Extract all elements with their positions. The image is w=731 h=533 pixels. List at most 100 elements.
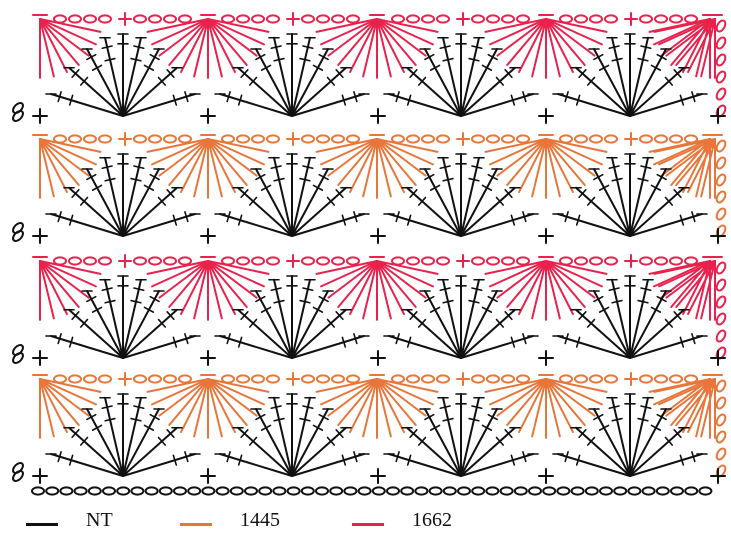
turning-chain: [715, 70, 727, 84]
chain-stitch: [436, 256, 450, 266]
treble-stitch: [460, 156, 480, 237]
treble-bar: [68, 94, 74, 106]
double-stitch: [670, 260, 711, 308]
chain-stitch: [639, 374, 653, 384]
treble-bar: [417, 196, 427, 206]
chain-stitch: [133, 374, 147, 384]
double-stitch: [327, 18, 378, 57]
chain-stitch: [301, 256, 315, 266]
foundation-chain: [258, 486, 273, 496]
treble-bar: [510, 214, 516, 226]
treble-bar: [302, 165, 314, 170]
treble-stitch: [575, 186, 631, 237]
chain-stitch: [346, 134, 360, 144]
treble-stitch: [122, 453, 196, 477]
treble-bar: [143, 64, 155, 71]
treble-stitch: [593, 290, 631, 359]
treble-bar: [184, 451, 189, 463]
double-stitch: [376, 378, 439, 393]
treble-bar: [240, 189, 249, 199]
treble-bar: [86, 295, 97, 303]
chain-stitch: [501, 14, 515, 24]
treble-bar: [510, 336, 516, 348]
treble-bar: [395, 91, 400, 103]
treble-bar: [510, 454, 516, 466]
chain-stitch: [98, 256, 112, 266]
treble-bar: [650, 424, 662, 431]
foundation-chain: [485, 486, 500, 496]
treble-bar: [86, 413, 97, 421]
double-stitch: [376, 138, 434, 166]
treble-bar: [417, 318, 427, 328]
chain-stitch: [559, 134, 573, 144]
treble-bar: [157, 318, 167, 328]
treble-stitch: [255, 290, 293, 359]
treble-stitch: [237, 66, 293, 117]
treble-bar: [130, 177, 142, 182]
foundation-chain: [414, 486, 429, 496]
double-stitch: [39, 138, 68, 194]
treble-bar: [409, 189, 418, 199]
treble-bar: [318, 295, 329, 303]
double-stitch: [39, 138, 80, 186]
treble-stitch: [68, 66, 124, 117]
chain-stitch: [251, 134, 265, 144]
double-stitch: [180, 138, 209, 194]
chain-stitch: [316, 256, 330, 266]
double-stitch: [376, 18, 417, 66]
turning-chain: [12, 352, 24, 364]
double-stitch: [653, 260, 711, 288]
treble-stitch: [255, 48, 293, 117]
treble-stitch: [291, 396, 311, 477]
turning-chain: [715, 329, 727, 343]
double-stitch: [545, 138, 586, 186]
treble-bar: [68, 214, 74, 226]
double-stitch: [39, 260, 97, 288]
treble-bar: [468, 417, 480, 422]
double-stitch: [320, 138, 378, 166]
chain-stitch: [391, 374, 405, 384]
treble-bar: [101, 405, 113, 410]
treble-bar: [149, 53, 160, 61]
legend-swatch-1445: [180, 523, 212, 526]
treble-bar: [424, 53, 435, 61]
chain-stitch: [163, 14, 177, 24]
treble-bar: [640, 45, 652, 50]
double-stitch: [315, 260, 378, 275]
double-stitch: [531, 260, 547, 320]
chain-stitch: [654, 134, 668, 144]
double-stitch: [207, 260, 270, 275]
double-stitch: [39, 18, 80, 66]
treble-bar: [91, 64, 103, 71]
treble-stitch: [291, 156, 311, 237]
double-stitch: [39, 260, 68, 316]
double-stitch: [376, 378, 392, 438]
treble-stitch: [460, 36, 480, 117]
treble-bar: [673, 189, 682, 199]
treble-bar: [439, 287, 451, 292]
treble-stitch: [557, 335, 631, 359]
double-stitch: [207, 18, 265, 46]
double-stitch: [489, 18, 547, 46]
chain-stitch: [391, 256, 405, 266]
treble-stitch: [629, 408, 667, 477]
treble-bar: [240, 69, 249, 79]
treble-bar: [57, 211, 62, 223]
treble-bar: [335, 311, 344, 321]
treble-stitch: [122, 66, 178, 117]
turning-chain: [715, 261, 727, 275]
foundation-chain: [584, 486, 599, 496]
double-stitch: [376, 260, 434, 288]
treble-stitch: [291, 290, 329, 359]
chain-stitch: [68, 256, 82, 266]
treble-bar: [71, 429, 80, 439]
double-stitch: [648, 138, 711, 153]
treble-bar: [575, 454, 581, 466]
chain-stitch: [421, 134, 435, 144]
chain-stitch: [178, 374, 192, 384]
treble-bar: [312, 184, 324, 191]
foundation-chain: [130, 486, 145, 496]
treble-stitch: [86, 290, 124, 359]
chain-stitch: [516, 256, 530, 266]
treble-bar: [522, 333, 527, 345]
